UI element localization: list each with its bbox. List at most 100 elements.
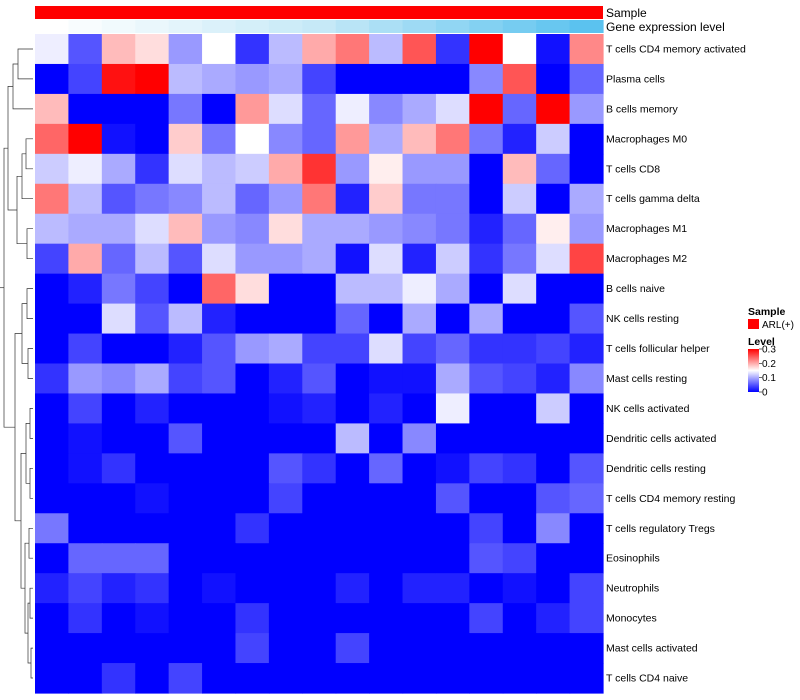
heatmap-cell (135, 453, 170, 484)
heatmap-cell (335, 543, 370, 574)
heatmap-cell (268, 153, 303, 185)
heatmap-cell (101, 93, 136, 125)
heatmap-cell (435, 423, 470, 454)
heatmap-cell (101, 63, 136, 95)
heatmap-cell (168, 303, 203, 335)
heatmap-cell (469, 513, 504, 544)
heatmap-cell (536, 633, 571, 664)
heatmap-cell (101, 243, 136, 275)
heatmap-cell (268, 333, 303, 365)
heatmap-cell (101, 573, 136, 604)
heatmap-cell (335, 333, 370, 365)
gene-expression-cell (268, 20, 303, 33)
heatmap-cell (101, 123, 136, 155)
heatmap-cell (268, 123, 303, 155)
heatmap-cell (469, 34, 504, 65)
heatmap-cell (469, 93, 504, 125)
row-label: Mast cells activated (606, 643, 698, 655)
heatmap-cell (101, 273, 136, 305)
heatmap-cell (435, 243, 470, 275)
heatmap-cell (68, 543, 103, 574)
heatmap-cell (302, 63, 337, 95)
sample-annotation-label: Sample (606, 6, 647, 20)
heatmap-cell (469, 273, 504, 305)
heatmap-cell (268, 63, 303, 95)
heatmap-cell (235, 393, 270, 424)
heatmap-cell (235, 603, 270, 634)
row-label: Macrophages M0 (606, 133, 687, 145)
heatmap-cell (402, 273, 437, 305)
heatmap-cell (268, 34, 303, 65)
heatmap-cell (469, 183, 504, 215)
legend-sample-swatch (748, 319, 759, 329)
heatmap-cell (235, 483, 270, 514)
gene-expression-cell (469, 20, 504, 33)
heatmap-cell (302, 603, 337, 634)
heatmap-cell (569, 543, 604, 574)
dendrogram-branch (26, 228, 33, 260)
heatmap-cell (469, 573, 504, 604)
heatmap-cell (101, 603, 136, 634)
heatmap-cell (502, 243, 537, 275)
heatmap-cell (536, 183, 571, 215)
heatmap-cell (35, 423, 70, 454)
gene-expression-cell (569, 20, 604, 33)
legend-tick-label: 0.3 (762, 345, 776, 356)
heatmap-cell (435, 123, 470, 155)
heatmap-cell (302, 573, 337, 604)
heatmap-cell (369, 63, 404, 95)
heatmap-cell (135, 603, 170, 634)
gene-expression-annotation-bar (35, 20, 604, 33)
heatmap-cell (402, 333, 437, 365)
heatmap-cell (202, 34, 237, 65)
legend-tick-label: 0.1 (762, 373, 776, 384)
heatmap-cell (369, 573, 404, 604)
legend-level-colorbar (748, 349, 759, 392)
heatmap-cell (35, 93, 70, 125)
heatmap-cell (235, 453, 270, 484)
heatmap-cell (302, 453, 337, 484)
heatmap-cell (268, 543, 303, 574)
heatmap-cell (402, 303, 437, 335)
heatmap-cell (435, 363, 470, 395)
heatmap-cell (435, 183, 470, 215)
gene-expression-cell (101, 20, 136, 33)
heatmap-cell (168, 333, 203, 365)
heatmap-cells (35, 34, 604, 694)
heatmap-cell (502, 213, 537, 245)
heatmap-cell (68, 423, 103, 454)
heatmap-cell (435, 453, 470, 484)
heatmap-cell (68, 603, 103, 634)
heatmap-cell (469, 483, 504, 514)
heatmap-cell (168, 34, 203, 65)
heatmap-cell (202, 483, 237, 514)
heatmap-cell (402, 63, 437, 95)
heatmap-cell (502, 183, 537, 215)
heatmap-cell (135, 153, 170, 185)
heatmap-cell (402, 573, 437, 604)
heatmap-cell (335, 363, 370, 395)
heatmap-cell (168, 243, 203, 275)
dendrogram-branch (27, 602, 31, 664)
heatmap-cell (202, 603, 237, 634)
heatmap-cell (202, 123, 237, 155)
gene-expression-cell (35, 20, 70, 33)
heatmap-cell (435, 213, 470, 245)
heatmap-cell (402, 543, 437, 574)
heatmap-cell (502, 543, 537, 574)
heatmap-cell (369, 603, 404, 634)
heatmap-cell (402, 93, 437, 125)
heatmap-cell (68, 333, 103, 365)
row-label: T cells follicular helper (606, 343, 710, 355)
heatmap-cell (369, 393, 404, 424)
heatmap-cell (268, 513, 303, 544)
heatmap-cell (569, 34, 604, 65)
heatmap-cell (202, 333, 237, 365)
heatmap-cell (101, 34, 136, 65)
gene-expression-cell (502, 20, 537, 33)
heatmap-cell (536, 453, 571, 484)
heatmap-cell (235, 633, 270, 664)
heatmap-cell (202, 243, 237, 275)
heatmap-cell (235, 183, 270, 215)
heatmap-cell (235, 333, 270, 365)
